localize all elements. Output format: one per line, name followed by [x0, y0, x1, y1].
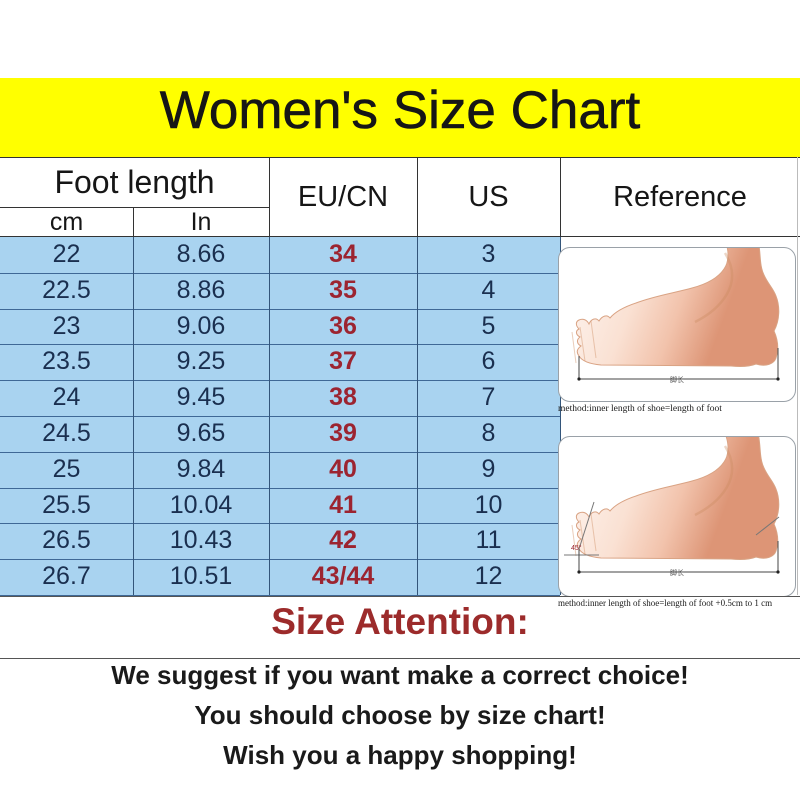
svg-text:脚长: 脚长 [670, 568, 684, 577]
svg-text:脚长: 脚长 [670, 375, 684, 384]
svg-text:45°: 45° [571, 544, 582, 552]
